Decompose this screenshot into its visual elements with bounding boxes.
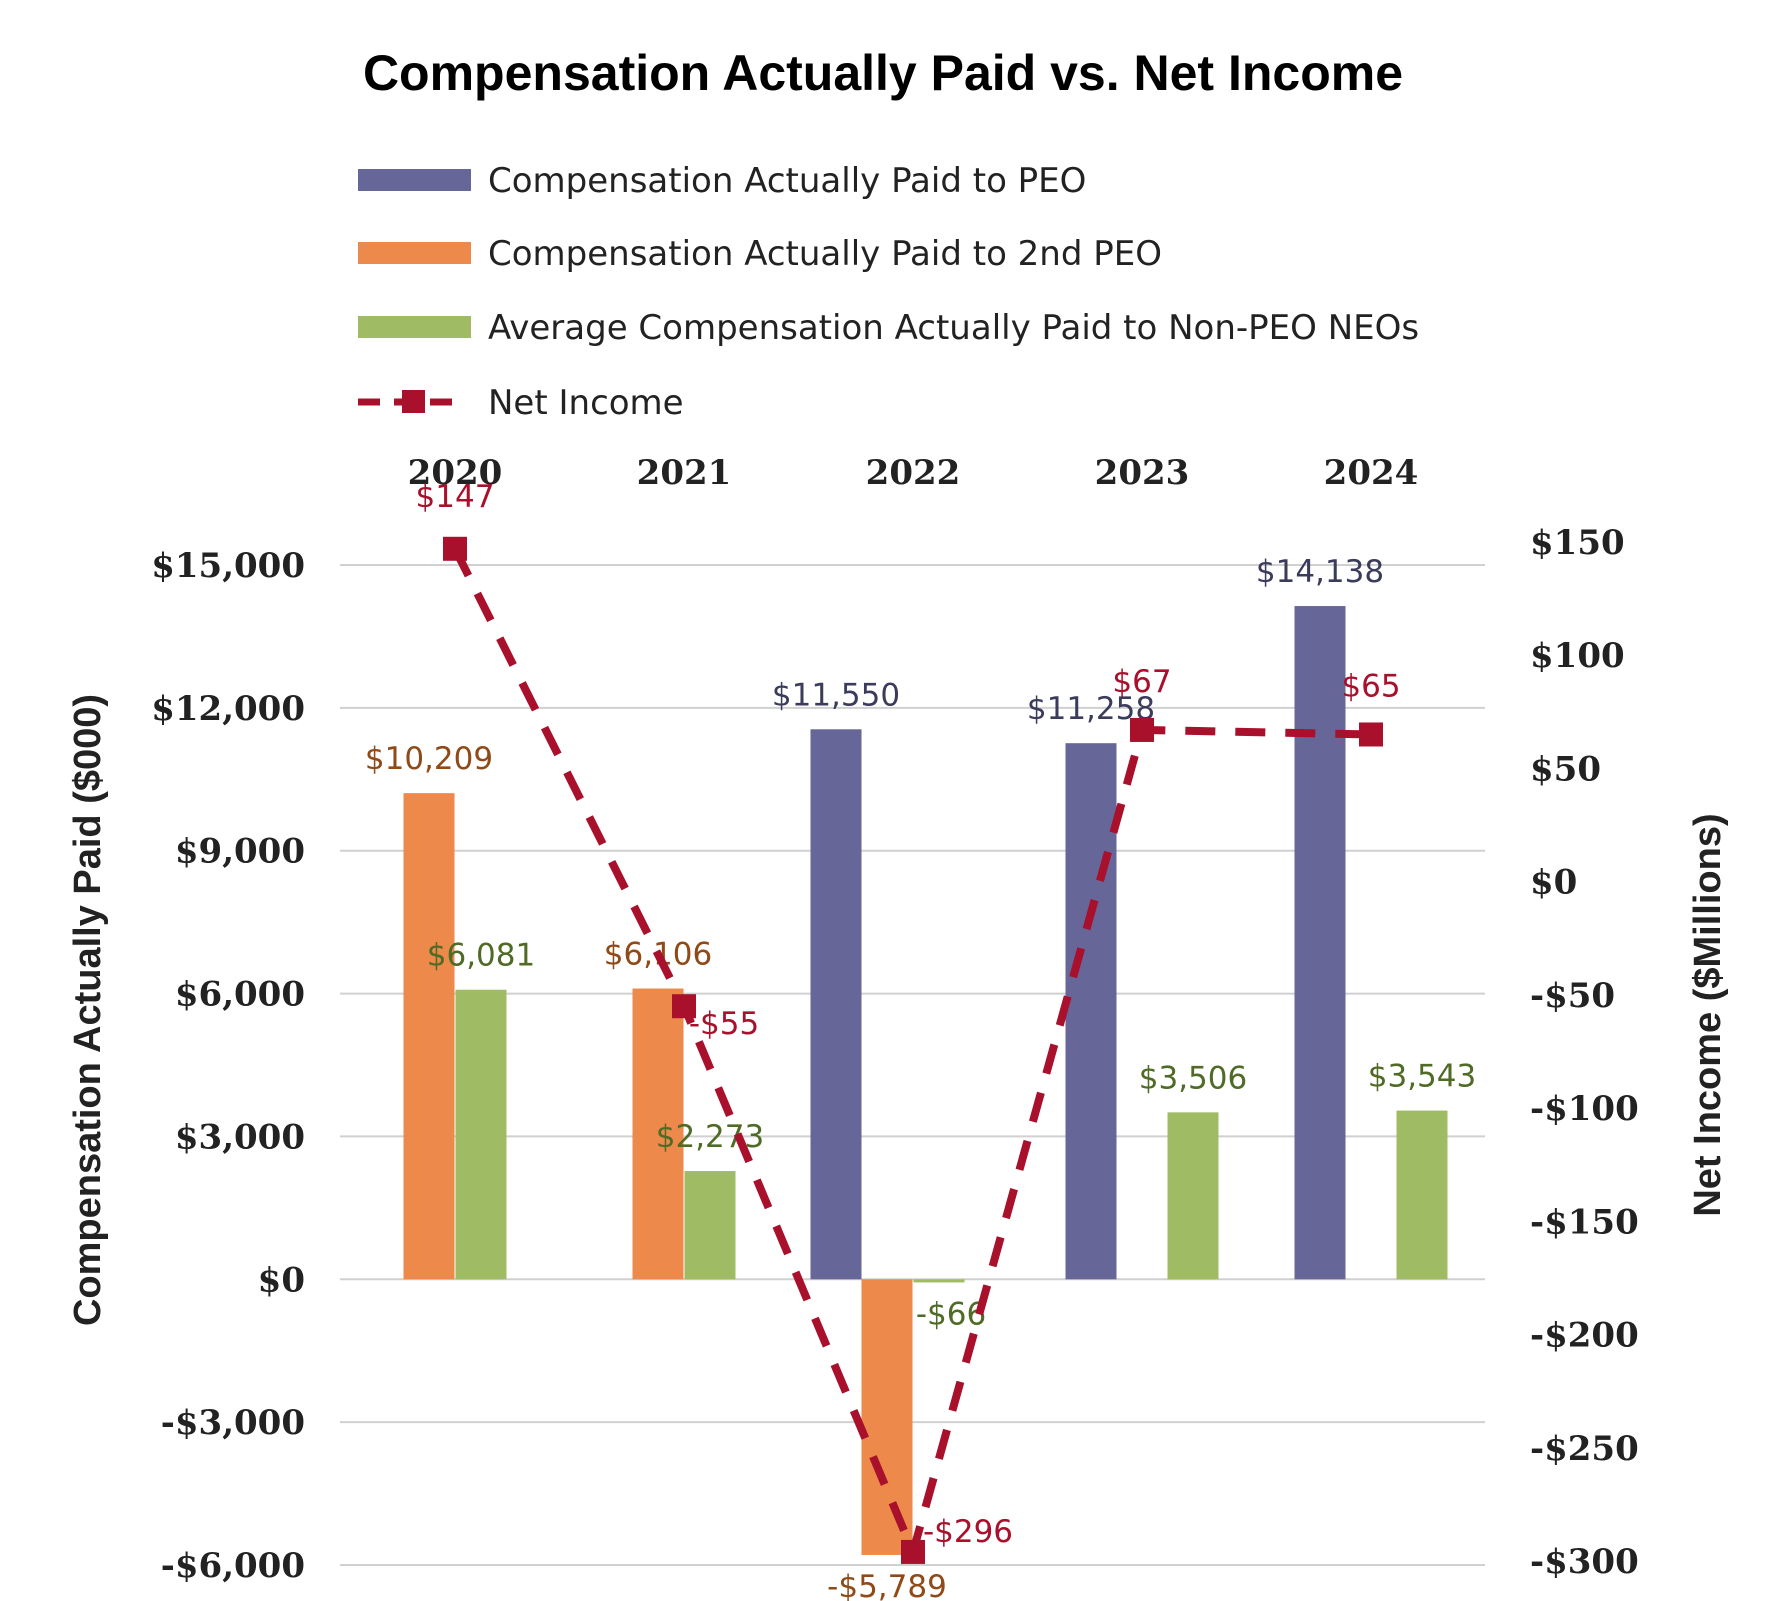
right-tick-label: -$250 [1530, 1429, 1639, 1469]
bar-data-label: $10,209 [365, 741, 493, 777]
legend-label-net-income: Net Income [488, 383, 684, 423]
bars [403, 606, 1448, 1555]
net-income-data-label: -$55 [689, 1006, 759, 1042]
net-income-marker [901, 1539, 925, 1564]
left-tick-label: -$3,000 [161, 1403, 305, 1443]
right-tick-label: $0 [1530, 863, 1577, 903]
category-label: 2021 [637, 453, 732, 493]
net-income-data-label: $147 [416, 479, 495, 515]
bar [810, 729, 862, 1280]
legend-swatch-2nd-peo [358, 242, 471, 264]
category-label: 2023 [1095, 453, 1190, 493]
net-income-data-label: $67 [1112, 664, 1171, 700]
right-tick-label: $100 [1530, 636, 1625, 676]
category-label: 2024 [1324, 453, 1419, 493]
right-axis-ticks: $150 $100 $50 $0 -$50 -$100 -$150 -$200 -$250 -$3… [1530, 523, 1639, 1582]
legend-item-2nd-peo: Compensation Actually Paid to 2nd PEO [358, 234, 1162, 274]
category-label: 2020 [408, 453, 503, 493]
legend-swatch-peo [358, 169, 471, 191]
bar [403, 793, 455, 1280]
net-income-marker [672, 994, 696, 1019]
legend-marker-net-income [402, 390, 425, 413]
left-tick-label: $6,000 [175, 975, 305, 1015]
legend-item-non-peo: Average Compensation Actually Paid to No… [358, 308, 1419, 348]
net-income-series-line [451, 547, 1372, 1556]
bar [913, 1279, 965, 1283]
left-tick-label: $0 [258, 1260, 305, 1300]
bar-data-label: $3,506 [1139, 1060, 1247, 1096]
net-income-line [443, 536, 1383, 1564]
bar-data-label: $11,550 [772, 677, 900, 713]
right-tick-label: -$200 [1530, 1316, 1639, 1356]
bar [861, 1279, 913, 1555]
right-tick-label: $50 [1530, 749, 1601, 789]
left-axis-ticks: $15,000 $12,000 $9,000 $6,000 $3,000 $0 -$3,00… [151, 546, 305, 1586]
left-tick-label: -$6,000 [161, 1546, 305, 1586]
right-tick-label: $150 [1530, 523, 1625, 563]
legend-label-peo: Compensation Actually Paid to PEO [488, 161, 1086, 201]
net-income-marker [1130, 717, 1154, 742]
legend-item-peo: Compensation Actually Paid to PEO [358, 161, 1086, 201]
legend-label-non-peo: Average Compensation Actually Paid to No… [488, 308, 1419, 348]
left-tick-label: $15,000 [151, 546, 305, 586]
left-axis-title: Compensation Actually Paid ($000) [67, 694, 109, 1326]
right-tick-label: -$50 [1530, 976, 1615, 1016]
bar [1396, 1110, 1448, 1280]
bar [1065, 743, 1117, 1280]
bar [632, 988, 684, 1280]
net-income-marker [1359, 722, 1383, 747]
category-label: 2022 [866, 453, 961, 493]
legend-label-2nd-peo: Compensation Actually Paid to 2nd PEO [488, 234, 1162, 274]
bar [455, 989, 507, 1280]
bar-data-label: $14,138 [1256, 554, 1384, 590]
legend: Compensation Actually Paid to PEO Compen… [358, 161, 1419, 423]
left-tick-label: $9,000 [175, 832, 305, 872]
net-income-marker [443, 536, 467, 561]
left-tick-label: $12,000 [151, 689, 305, 729]
left-tick-label: $3,000 [175, 1117, 305, 1157]
right-tick-label: -$150 [1530, 1202, 1639, 1242]
chart-title: Compensation Actually Paid vs. Net Incom… [363, 45, 1403, 101]
net-income-data-label: -$296 [923, 1514, 1013, 1550]
right-axis-title: Net Income ($Millions) [1687, 813, 1729, 1216]
bar [1294, 606, 1346, 1280]
net-income-labels: $147 -$55 -$296 $67 $65 [416, 479, 1401, 1550]
right-tick-label: -$300 [1530, 1542, 1639, 1582]
bar-data-label: $3,543 [1368, 1059, 1476, 1095]
bar [684, 1171, 736, 1280]
right-tick-label: -$100 [1530, 1089, 1639, 1129]
legend-swatch-non-peo [358, 316, 471, 338]
bar [1167, 1112, 1219, 1280]
bar-data-label: -$5,789 [827, 1569, 947, 1601]
bar-data-label: -$66 [916, 1296, 986, 1332]
net-income-data-label: $65 [1341, 668, 1400, 704]
category-labels: 2020 2021 2022 2023 2024 [408, 453, 1419, 493]
legend-item-net-income: Net Income [358, 383, 684, 423]
bar-data-label: $6,081 [427, 938, 535, 974]
